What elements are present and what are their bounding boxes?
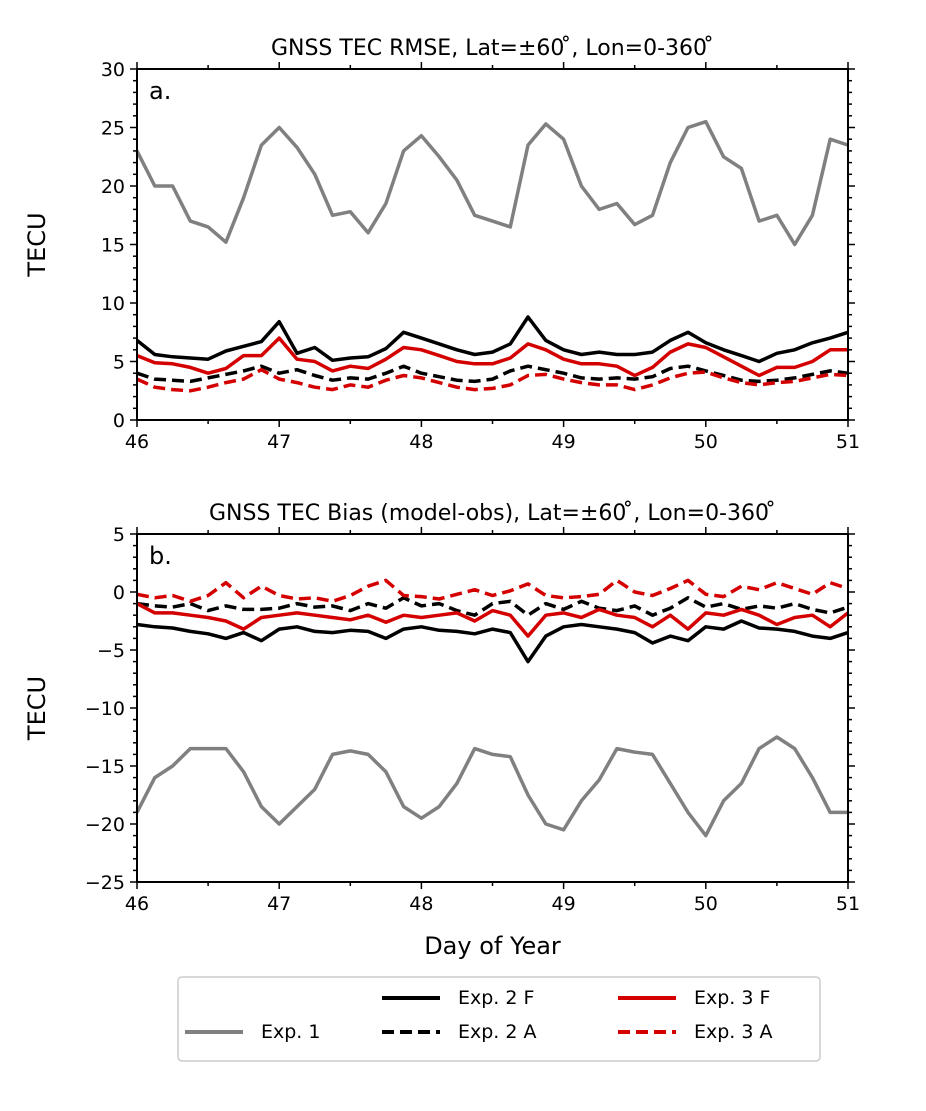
panel-a: GNSS TEC RMSE, Lat=±60 ̊, Lon=0-360 ̊ 46 4… [23, 36, 860, 453]
y-tick-label: 15 [101, 235, 125, 257]
y-tick-label: 0 [113, 582, 125, 604]
series-line-exp-3-f [136, 602, 850, 638]
x-tick-label: 49 [552, 893, 576, 915]
y-tick-label: −20 [85, 814, 125, 836]
legend-label-exp-2-f: Exp. 2 F [458, 987, 534, 1009]
series-line-exp-3-a [136, 367, 849, 393]
y-tick-label: 0 [113, 410, 125, 432]
panel-b: GNSS TEC Bias (model-obs), Lat=±60 ̊, Lo… [23, 501, 860, 960]
series-line-exp-2-a [136, 364, 849, 384]
y-tick-label: −10 [85, 698, 125, 720]
x-tick-label: 51 [836, 893, 860, 915]
y-tick-label: −25 [85, 872, 125, 894]
x-tick-label: 51 [836, 431, 860, 453]
y-tick-label: −15 [85, 756, 125, 778]
y-tick-label: 5 [113, 352, 125, 374]
y-tick-label: 5 [113, 524, 125, 546]
x-tick-label: 49 [552, 431, 576, 453]
legend: Exp. 1 Exp. 2 F Exp. 2 A Exp. 3 F Exp. 3 A [177, 976, 821, 1062]
x-tick-label: 48 [409, 893, 433, 915]
legend-label-exp-2-a: Exp. 2 A [458, 1021, 537, 1043]
x-axis-label: Day of Year [424, 932, 561, 960]
series-line-exp-3-a [136, 578, 849, 604]
y-tick-label: 10 [101, 293, 125, 315]
y-tick-label: −5 [97, 640, 125, 662]
x-tick-label: 46 [125, 431, 149, 453]
x-tick-label: 46 [125, 893, 149, 915]
y-tick-label: 20 [101, 176, 125, 198]
series-line-exp-2-a [136, 596, 849, 617]
chart-title: GNSS TEC RMSE, Lat=±60 ̊, Lon=0-360 ̊ [271, 36, 714, 61]
series-line-exp-1 [135, 119, 849, 247]
series-line-exp-2-f [135, 315, 849, 364]
x-tick-label: 47 [267, 431, 291, 453]
y-tick-label: 30 [101, 59, 125, 81]
y-axis-label: TECU [23, 212, 51, 277]
series-line-exp-2-f [136, 619, 849, 664]
panel-label: b. [149, 542, 172, 570]
legend-label-exp-3-a: Exp. 3 A [694, 1021, 773, 1043]
y-axis-label: TECU [23, 676, 51, 741]
x-tick-label: 48 [409, 431, 433, 453]
series-line-exp-3-f [136, 336, 848, 378]
y-tick-label: 25 [101, 118, 125, 140]
x-tick-label: 47 [267, 893, 291, 915]
legend-label-exp-1: Exp. 1 [261, 1021, 320, 1043]
x-tick-label: 50 [694, 431, 718, 453]
series-line-exp-1 [135, 735, 848, 838]
chart-title: GNSS TEC Bias (model-obs), Lat=±60 ̊, Lo… [209, 501, 776, 526]
panel-label: a. [149, 77, 171, 105]
legend-label-exp-3-f: Exp. 3 F [694, 987, 770, 1009]
x-tick-label: 50 [694, 893, 718, 915]
